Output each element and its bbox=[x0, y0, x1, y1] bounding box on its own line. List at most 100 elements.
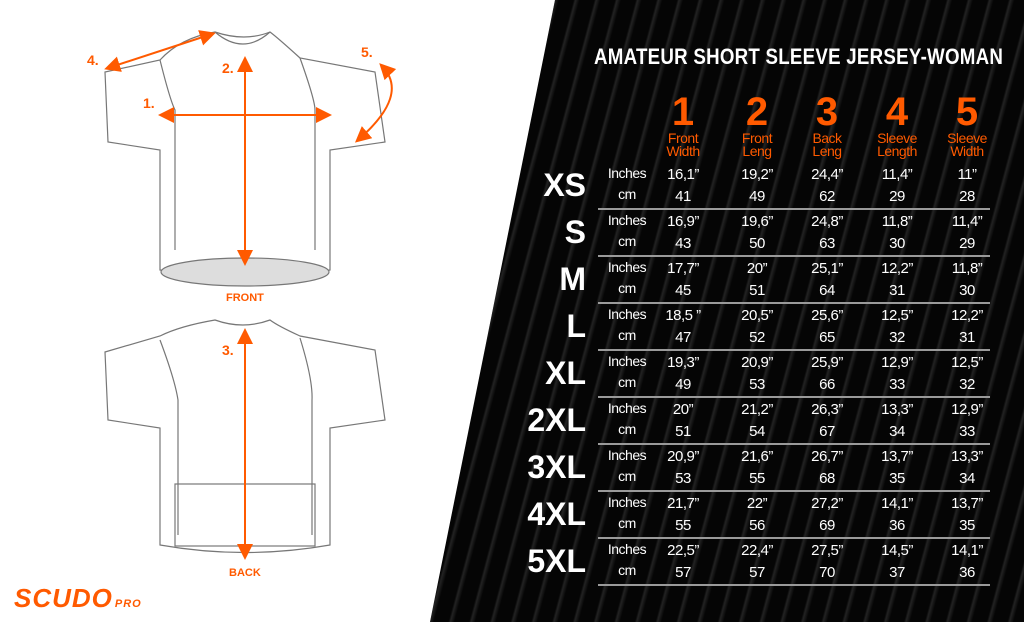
value-inches: 12,5” bbox=[881, 307, 913, 324]
value-cm: 53 bbox=[675, 470, 691, 487]
chart-title: AMATEUR SHORT SLEEVE JERSEY-WOMAN bbox=[594, 44, 1004, 69]
value-inches: 22” bbox=[746, 495, 768, 512]
value-cm: 36 bbox=[889, 517, 905, 534]
value-inches: 21,7” bbox=[667, 495, 699, 512]
column-header-label2: Leng bbox=[742, 143, 772, 159]
value-inches: 20,9” bbox=[667, 448, 699, 465]
row-divider bbox=[598, 349, 990, 351]
value-inches: 11,4” bbox=[951, 213, 983, 230]
value-inches: 21,6” bbox=[741, 448, 773, 465]
value-cm: 62 bbox=[819, 188, 835, 205]
column-header-num: 4 bbox=[885, 90, 909, 134]
value-cm: 41 bbox=[675, 188, 691, 205]
value-cm: 51 bbox=[675, 423, 691, 440]
jersey-front-diagram bbox=[104, 30, 397, 560]
column-header-label2: Leng bbox=[812, 143, 842, 159]
value-cm: 55 bbox=[675, 517, 691, 534]
unit-cm: cm bbox=[618, 186, 636, 202]
row-divider bbox=[598, 396, 990, 398]
value-cm: 34 bbox=[959, 470, 975, 487]
value-inches: 16,9” bbox=[667, 213, 699, 230]
column-header-label2: Width bbox=[950, 143, 984, 159]
value-cm: 36 bbox=[959, 564, 975, 581]
value-cm: 47 bbox=[675, 329, 691, 346]
value-cm: 65 bbox=[819, 329, 835, 346]
logo-suffix: PRO bbox=[114, 598, 142, 610]
value-cm: 51 bbox=[749, 282, 765, 299]
size-label: S bbox=[564, 214, 586, 250]
value-inches: 20,5” bbox=[741, 307, 773, 324]
unit-cm: cm bbox=[618, 280, 636, 296]
size-label: 5XL bbox=[527, 543, 586, 579]
row-divider bbox=[598, 255, 990, 257]
value-inches: 14,1” bbox=[881, 495, 913, 512]
column-header-label1: Front bbox=[741, 130, 773, 146]
value-cm: 57 bbox=[675, 564, 691, 581]
back-caption: BACK bbox=[229, 567, 261, 579]
value-cm: 30 bbox=[959, 282, 975, 299]
value-inches: 24,8” bbox=[811, 213, 843, 230]
value-cm: 33 bbox=[889, 376, 905, 393]
marker-1: 1. bbox=[143, 95, 155, 111]
value-cm: 31 bbox=[889, 282, 905, 299]
value-cm: 34 bbox=[889, 423, 905, 440]
value-cm: 67 bbox=[819, 423, 835, 440]
value-cm: 68 bbox=[819, 470, 835, 487]
value-inches: 24,4” bbox=[811, 166, 843, 183]
value-inches: 22,5” bbox=[667, 542, 699, 559]
size-label: XL bbox=[545, 355, 586, 391]
value-cm: 70 bbox=[819, 564, 835, 581]
unit-inches: Inches bbox=[607, 541, 647, 557]
value-inches: 12,2” bbox=[881, 260, 913, 277]
value-inches: 13,3” bbox=[881, 401, 913, 418]
unit-inches: Inches bbox=[607, 494, 647, 510]
value-cm: 45 bbox=[675, 282, 691, 299]
value-inches: 11” bbox=[957, 166, 977, 183]
value-inches: 20” bbox=[746, 260, 768, 277]
column-header-label1: Back bbox=[812, 130, 842, 146]
value-inches: 11,8” bbox=[881, 213, 913, 230]
unit-inches: Inches bbox=[607, 400, 647, 416]
unit-cm: cm bbox=[618, 515, 636, 531]
value-cm: 49 bbox=[675, 376, 691, 393]
value-inches: 19,2” bbox=[741, 166, 773, 183]
row-divider bbox=[598, 490, 990, 492]
value-inches: 12,9” bbox=[951, 401, 983, 418]
unit-inches: Inches bbox=[607, 212, 647, 228]
size-label: M bbox=[559, 261, 586, 297]
front-caption: FRONT bbox=[226, 292, 264, 304]
value-inches: 19,6” bbox=[741, 213, 773, 230]
unit-cm: cm bbox=[618, 327, 636, 343]
unit-inches: Inches bbox=[607, 165, 647, 181]
value-cm: 33 bbox=[959, 423, 975, 440]
unit-cm: cm bbox=[618, 233, 636, 249]
column-header-num: 2 bbox=[745, 90, 769, 134]
value-inches: 13,7” bbox=[951, 495, 983, 512]
value-inches: 17,7” bbox=[667, 260, 699, 277]
value-cm: 54 bbox=[749, 423, 765, 440]
value-cm: 63 bbox=[819, 235, 835, 252]
value-inches: 11,8” bbox=[951, 260, 983, 277]
size-label: 2XL bbox=[527, 402, 586, 438]
value-inches: 13,3” bbox=[951, 448, 983, 465]
value-inches: 25,9” bbox=[811, 354, 843, 371]
value-inches: 19,3” bbox=[667, 354, 699, 371]
logo-name: SCUDO bbox=[14, 583, 113, 613]
row-divider bbox=[598, 208, 990, 210]
column-header: 4 Sleeve Length bbox=[857, 92, 937, 158]
column-header: 5 Sleeve Width bbox=[927, 92, 1007, 158]
value-cm: 64 bbox=[819, 282, 835, 299]
value-cm: 53 bbox=[749, 376, 765, 393]
marker-2: 2. bbox=[222, 60, 234, 76]
value-cm: 43 bbox=[675, 235, 691, 252]
value-cm: 49 bbox=[749, 188, 765, 205]
value-inches: 12,5” bbox=[951, 354, 983, 371]
value-cm: 57 bbox=[749, 564, 765, 581]
value-inches: 20” bbox=[672, 401, 694, 418]
value-inches: 25,1” bbox=[811, 260, 843, 277]
size-label: 3XL bbox=[527, 449, 586, 485]
value-inches: 16,1” bbox=[667, 166, 699, 183]
unit-inches: Inches bbox=[607, 353, 647, 369]
value-cm: 28 bbox=[959, 188, 975, 205]
value-inches: 21,2” bbox=[741, 401, 773, 418]
